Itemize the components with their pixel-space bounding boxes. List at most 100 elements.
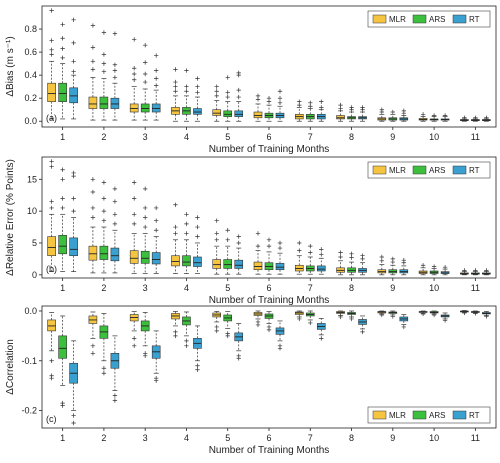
outlier-marker	[131, 336, 137, 341]
outlier-marker	[90, 205, 96, 211]
outlier-marker	[49, 164, 54, 169]
outlier-marker	[90, 189, 96, 195]
legend-label-rt: RT	[469, 411, 480, 420]
outlier-marker	[142, 353, 148, 358]
box-rt-4	[193, 325, 202, 372]
box-mlr-5	[212, 84, 222, 122]
y-tick-label: -0.1	[21, 356, 37, 366]
outlier-marker	[90, 23, 96, 28]
outlier-marker	[90, 67, 96, 72]
box-rt-6	[275, 240, 285, 275]
box-ars-7	[305, 243, 315, 275]
box-ars-11	[471, 115, 480, 122]
outlier-marker	[277, 95, 283, 101]
box-ars-2	[99, 180, 109, 274]
outlier-marker	[338, 250, 343, 255]
x-tick-label: 5	[225, 283, 230, 293]
outlier-marker	[319, 105, 324, 110]
box-mlr-6	[253, 231, 263, 275]
x-tick-label: 11	[471, 283, 480, 293]
outlier-marker	[153, 53, 159, 58]
box-rt-7	[316, 247, 326, 275]
outlier-marker	[308, 100, 313, 105]
box-rt-2	[110, 186, 120, 274]
outlier-marker	[60, 36, 65, 41]
box-mlr-2	[88, 311, 98, 356]
outlier-marker	[112, 393, 118, 398]
outlier-marker	[195, 84, 200, 89]
outlier-marker	[349, 255, 354, 260]
outlier-marker	[60, 55, 65, 61]
box-mlr-6	[253, 93, 263, 122]
outlier-marker	[255, 93, 261, 99]
iqr-box	[140, 250, 150, 264]
outlier-marker	[101, 371, 107, 376]
box-rt-3	[151, 330, 161, 383]
outlier-marker	[255, 231, 261, 236]
y-tick-label: 0.4	[24, 70, 37, 80]
box-mlr-9	[377, 107, 387, 122]
outlier-marker	[90, 343, 96, 349]
box-ars-1	[58, 167, 67, 272]
outlier-marker	[236, 240, 241, 246]
outlier-marker	[277, 89, 283, 94]
x-tick-label: 4	[184, 433, 189, 443]
outlier-marker	[236, 234, 241, 239]
outlier-marker	[90, 59, 96, 64]
outlier-marker	[112, 62, 118, 67]
outlier-marker	[153, 218, 159, 223]
outlier-marker	[319, 99, 324, 104]
box-rt-8	[358, 253, 367, 276]
box-rt-6	[275, 89, 285, 122]
iqr-box	[69, 237, 78, 257]
box-ars-6	[264, 95, 274, 122]
outlier-marker	[319, 252, 324, 257]
outlier-marker	[236, 70, 241, 76]
outlier-marker	[338, 254, 343, 260]
box-ars-1	[58, 22, 67, 120]
y-tick-label: -0.2	[21, 406, 37, 416]
outlier-marker	[101, 208, 107, 214]
iqr-box	[223, 110, 233, 117]
outlier-marker	[184, 212, 189, 217]
iqr-box	[336, 115, 345, 120]
outlier-marker	[236, 87, 241, 93]
x-axis-label: Number of Training Months	[209, 445, 330, 456]
outlier-marker	[71, 59, 76, 64]
outlier-marker	[184, 89, 189, 94]
legend-label-ars: ARS	[429, 411, 445, 420]
outlier-marker	[401, 257, 407, 263]
outlier-marker	[101, 61, 107, 66]
outlier-marker	[112, 75, 118, 80]
iqr-box	[99, 245, 109, 260]
legend: MLR ARS RT	[367, 10, 491, 28]
outlier-marker	[214, 324, 219, 330]
box-rt-3	[151, 53, 161, 121]
box-rt-9	[399, 257, 409, 276]
box-rt-9	[399, 314, 409, 330]
outlier-marker	[390, 256, 396, 262]
outlier-marker	[142, 215, 148, 220]
outlier-marker	[60, 403, 65, 408]
box-mlr-2	[88, 23, 98, 121]
outlier-marker	[90, 215, 96, 220]
iqr-box	[151, 252, 161, 265]
box-mlr-10	[418, 310, 428, 317]
y-axis-label: ΔBias (m s⁻¹)	[5, 36, 16, 96]
y-tick-label: 0.6	[24, 47, 37, 57]
iqr-box	[140, 103, 150, 113]
outlier-marker	[308, 243, 313, 249]
outlier-marker	[184, 338, 189, 344]
iqr-box	[129, 103, 139, 113]
outlier-marker	[49, 199, 54, 204]
x-tick-label: 9	[390, 132, 395, 142]
outlier-marker	[90, 177, 96, 182]
outlier-marker	[60, 46, 65, 51]
outlier-marker	[173, 224, 178, 230]
x-tick-label: 7	[308, 283, 313, 293]
outlier-marker	[308, 250, 313, 255]
outlier-marker	[112, 221, 118, 227]
outlier-marker	[101, 52, 107, 57]
y-axis-label: ΔRelative Error (% Points)	[5, 159, 16, 276]
box-mlr-3	[129, 180, 139, 274]
